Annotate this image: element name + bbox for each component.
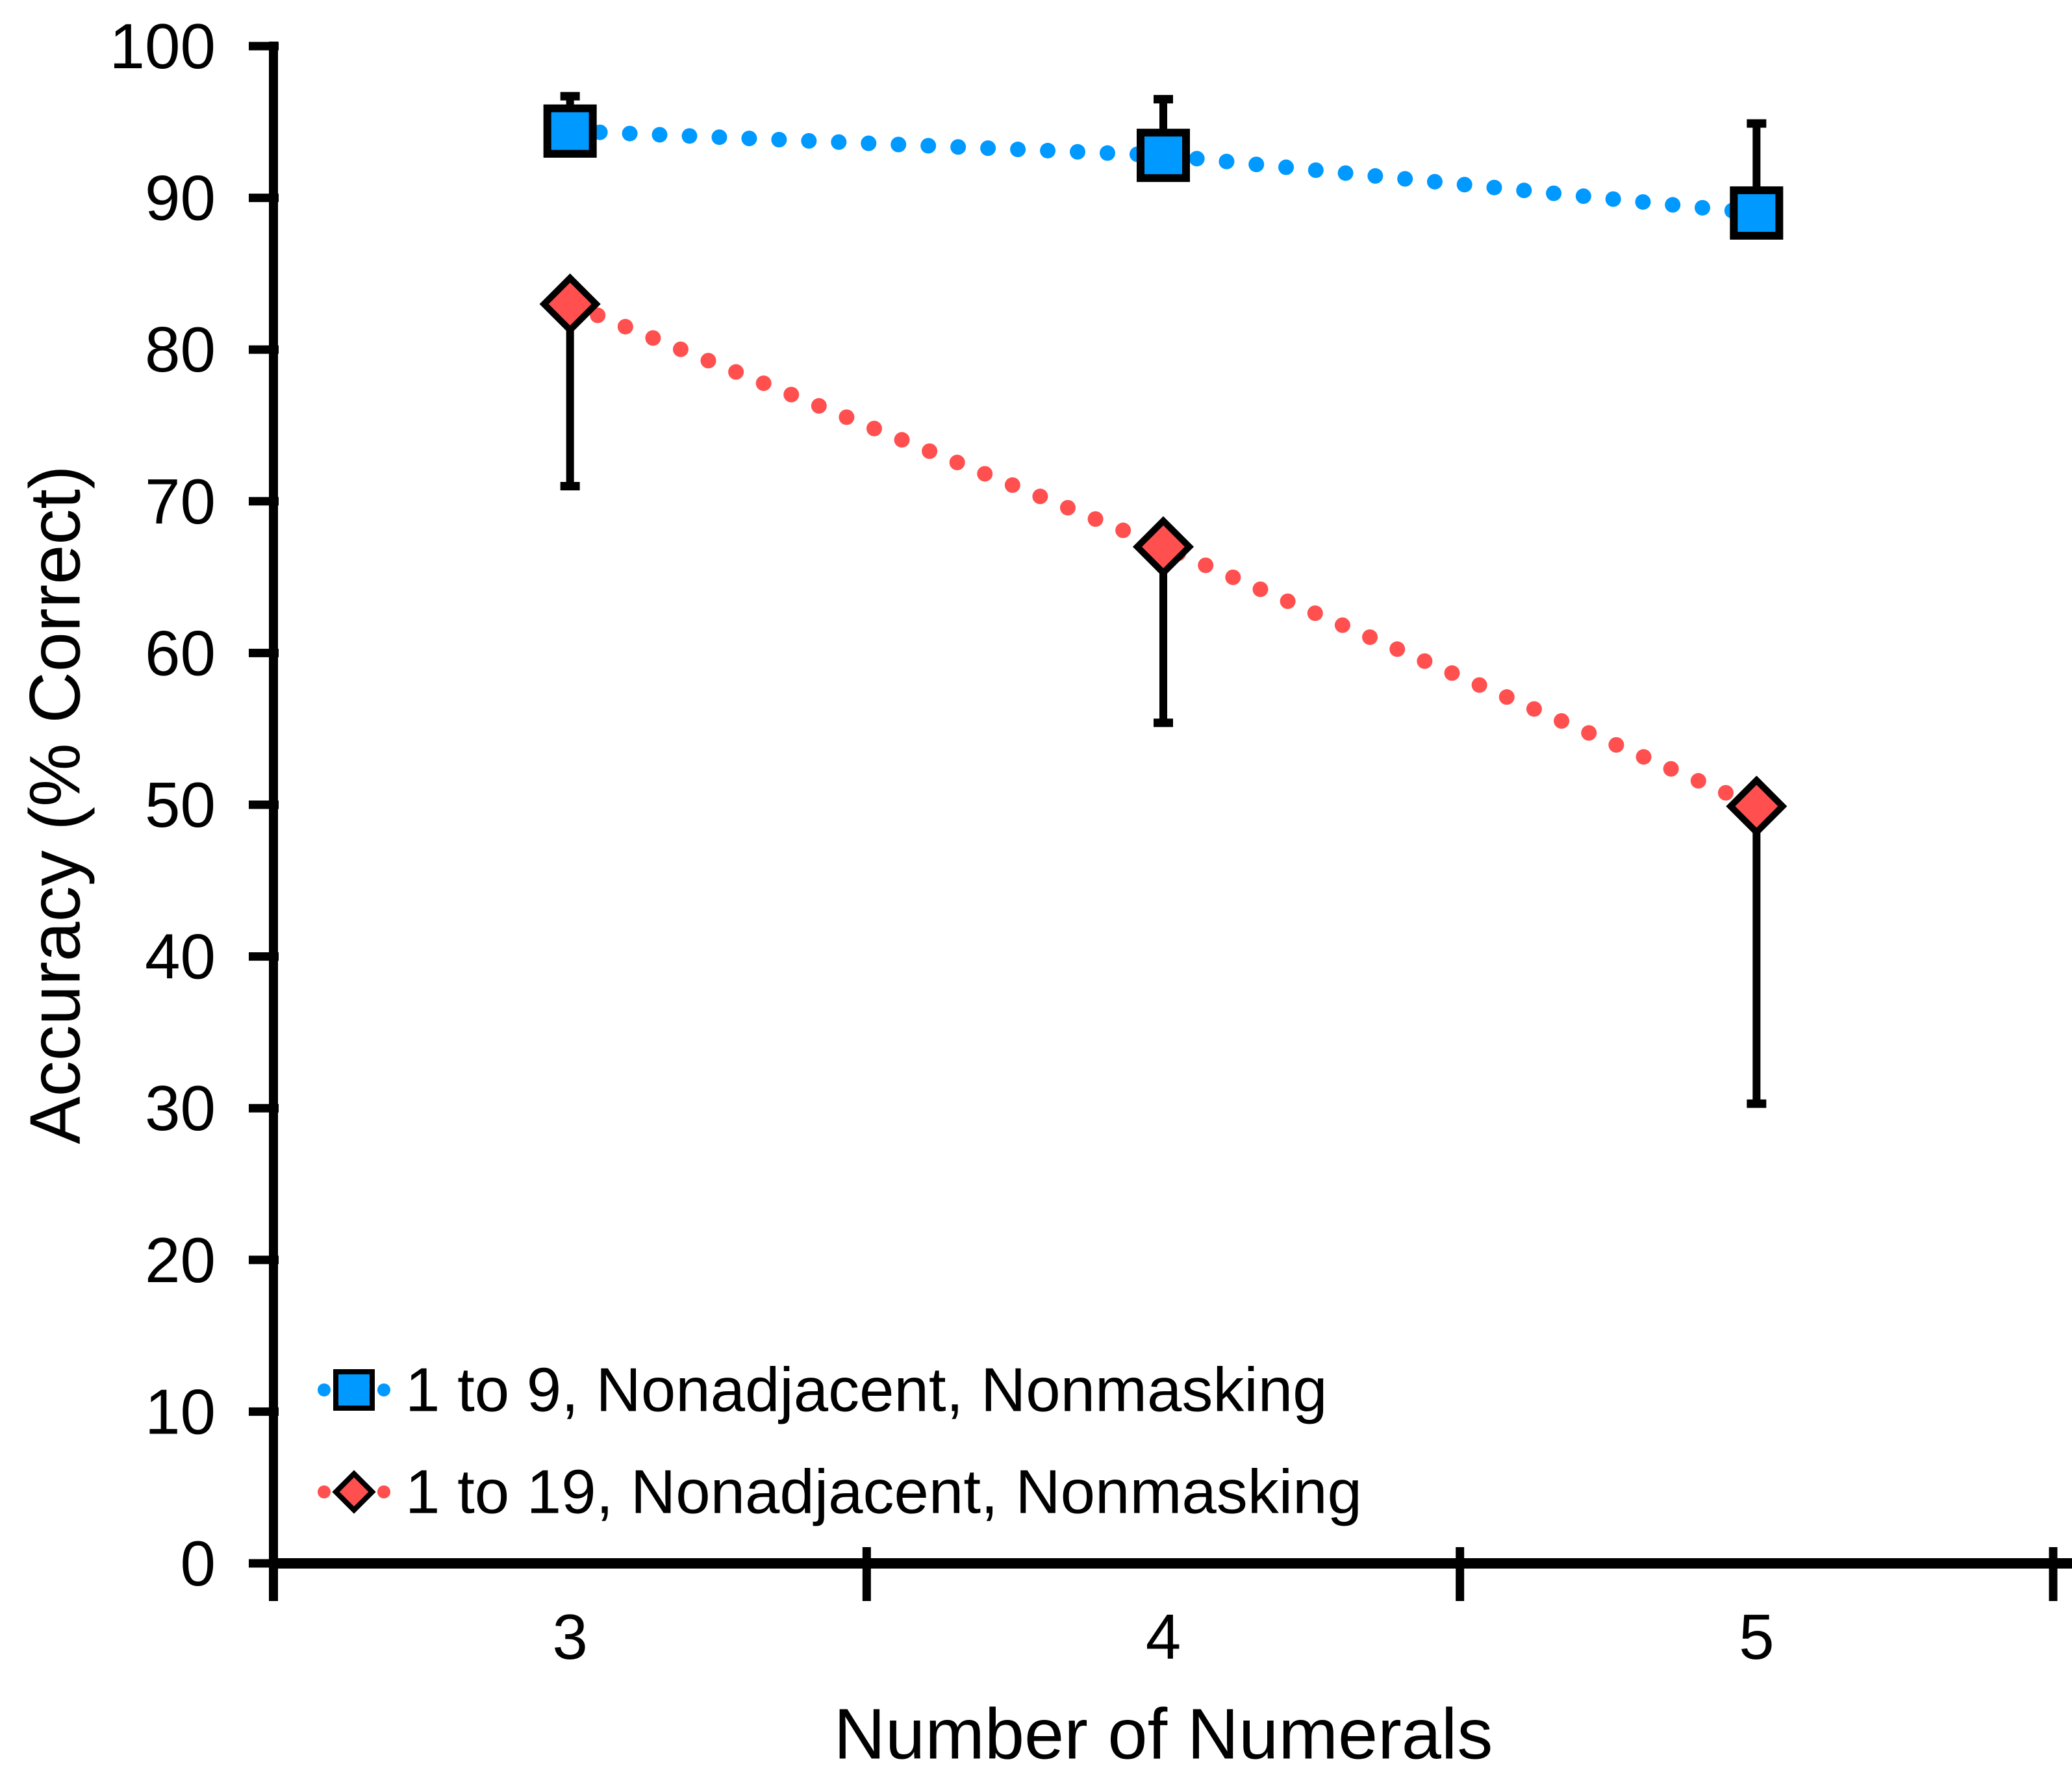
y-axis-tick-label: 100 <box>109 10 216 82</box>
y-axis-tick-label: 90 <box>145 162 216 234</box>
legend-marker-square <box>333 1369 375 1411</box>
y-axis-tick-label: 40 <box>145 921 216 992</box>
series-1-dotted-line <box>562 296 1765 814</box>
y-axis-tick-label: 20 <box>145 1224 216 1296</box>
legend-line-dot <box>377 1485 390 1498</box>
series-1-data-point-marker <box>539 273 601 335</box>
legend-label: 1 to 9, Nonadjacent, Nonmasking <box>405 1356 1328 1425</box>
series-0-data-point-marker <box>543 104 597 158</box>
x-axis-tick-label: 5 <box>1739 1601 1775 1672</box>
y-axis-tick-label: 60 <box>145 617 216 688</box>
series-1-data-point-marker <box>1132 516 1194 577</box>
legend-marker-diamond <box>332 1470 376 1514</box>
legend-label: 1 to 19, Nonadjacent, Nonmasking <box>405 1457 1362 1527</box>
series-0-data-point-marker <box>1137 129 1190 183</box>
legend-line-dot <box>318 1383 331 1396</box>
y-axis-tick-label: 50 <box>145 769 216 840</box>
x-axis-tick-label: 3 <box>552 1601 588 1672</box>
y-axis-title: Accuracy (% Correct) <box>16 465 95 1144</box>
x-axis-title: Number of Numerals <box>834 1695 1493 1774</box>
legend-line-dot <box>318 1485 331 1498</box>
x-axis-tick-label: 4 <box>1146 1601 1181 1672</box>
y-axis-tick-label: 70 <box>145 466 216 537</box>
legend-line-dot <box>377 1383 390 1396</box>
y-axis-tick-label: 30 <box>145 1072 216 1144</box>
y-axis-tick-label: 10 <box>145 1376 216 1447</box>
series-0-data-point-marker <box>1730 186 1784 240</box>
y-axis-tick-label: 0 <box>180 1528 216 1599</box>
y-axis-tick-label: 80 <box>145 314 216 385</box>
series-1-data-point-marker <box>1726 776 1788 837</box>
